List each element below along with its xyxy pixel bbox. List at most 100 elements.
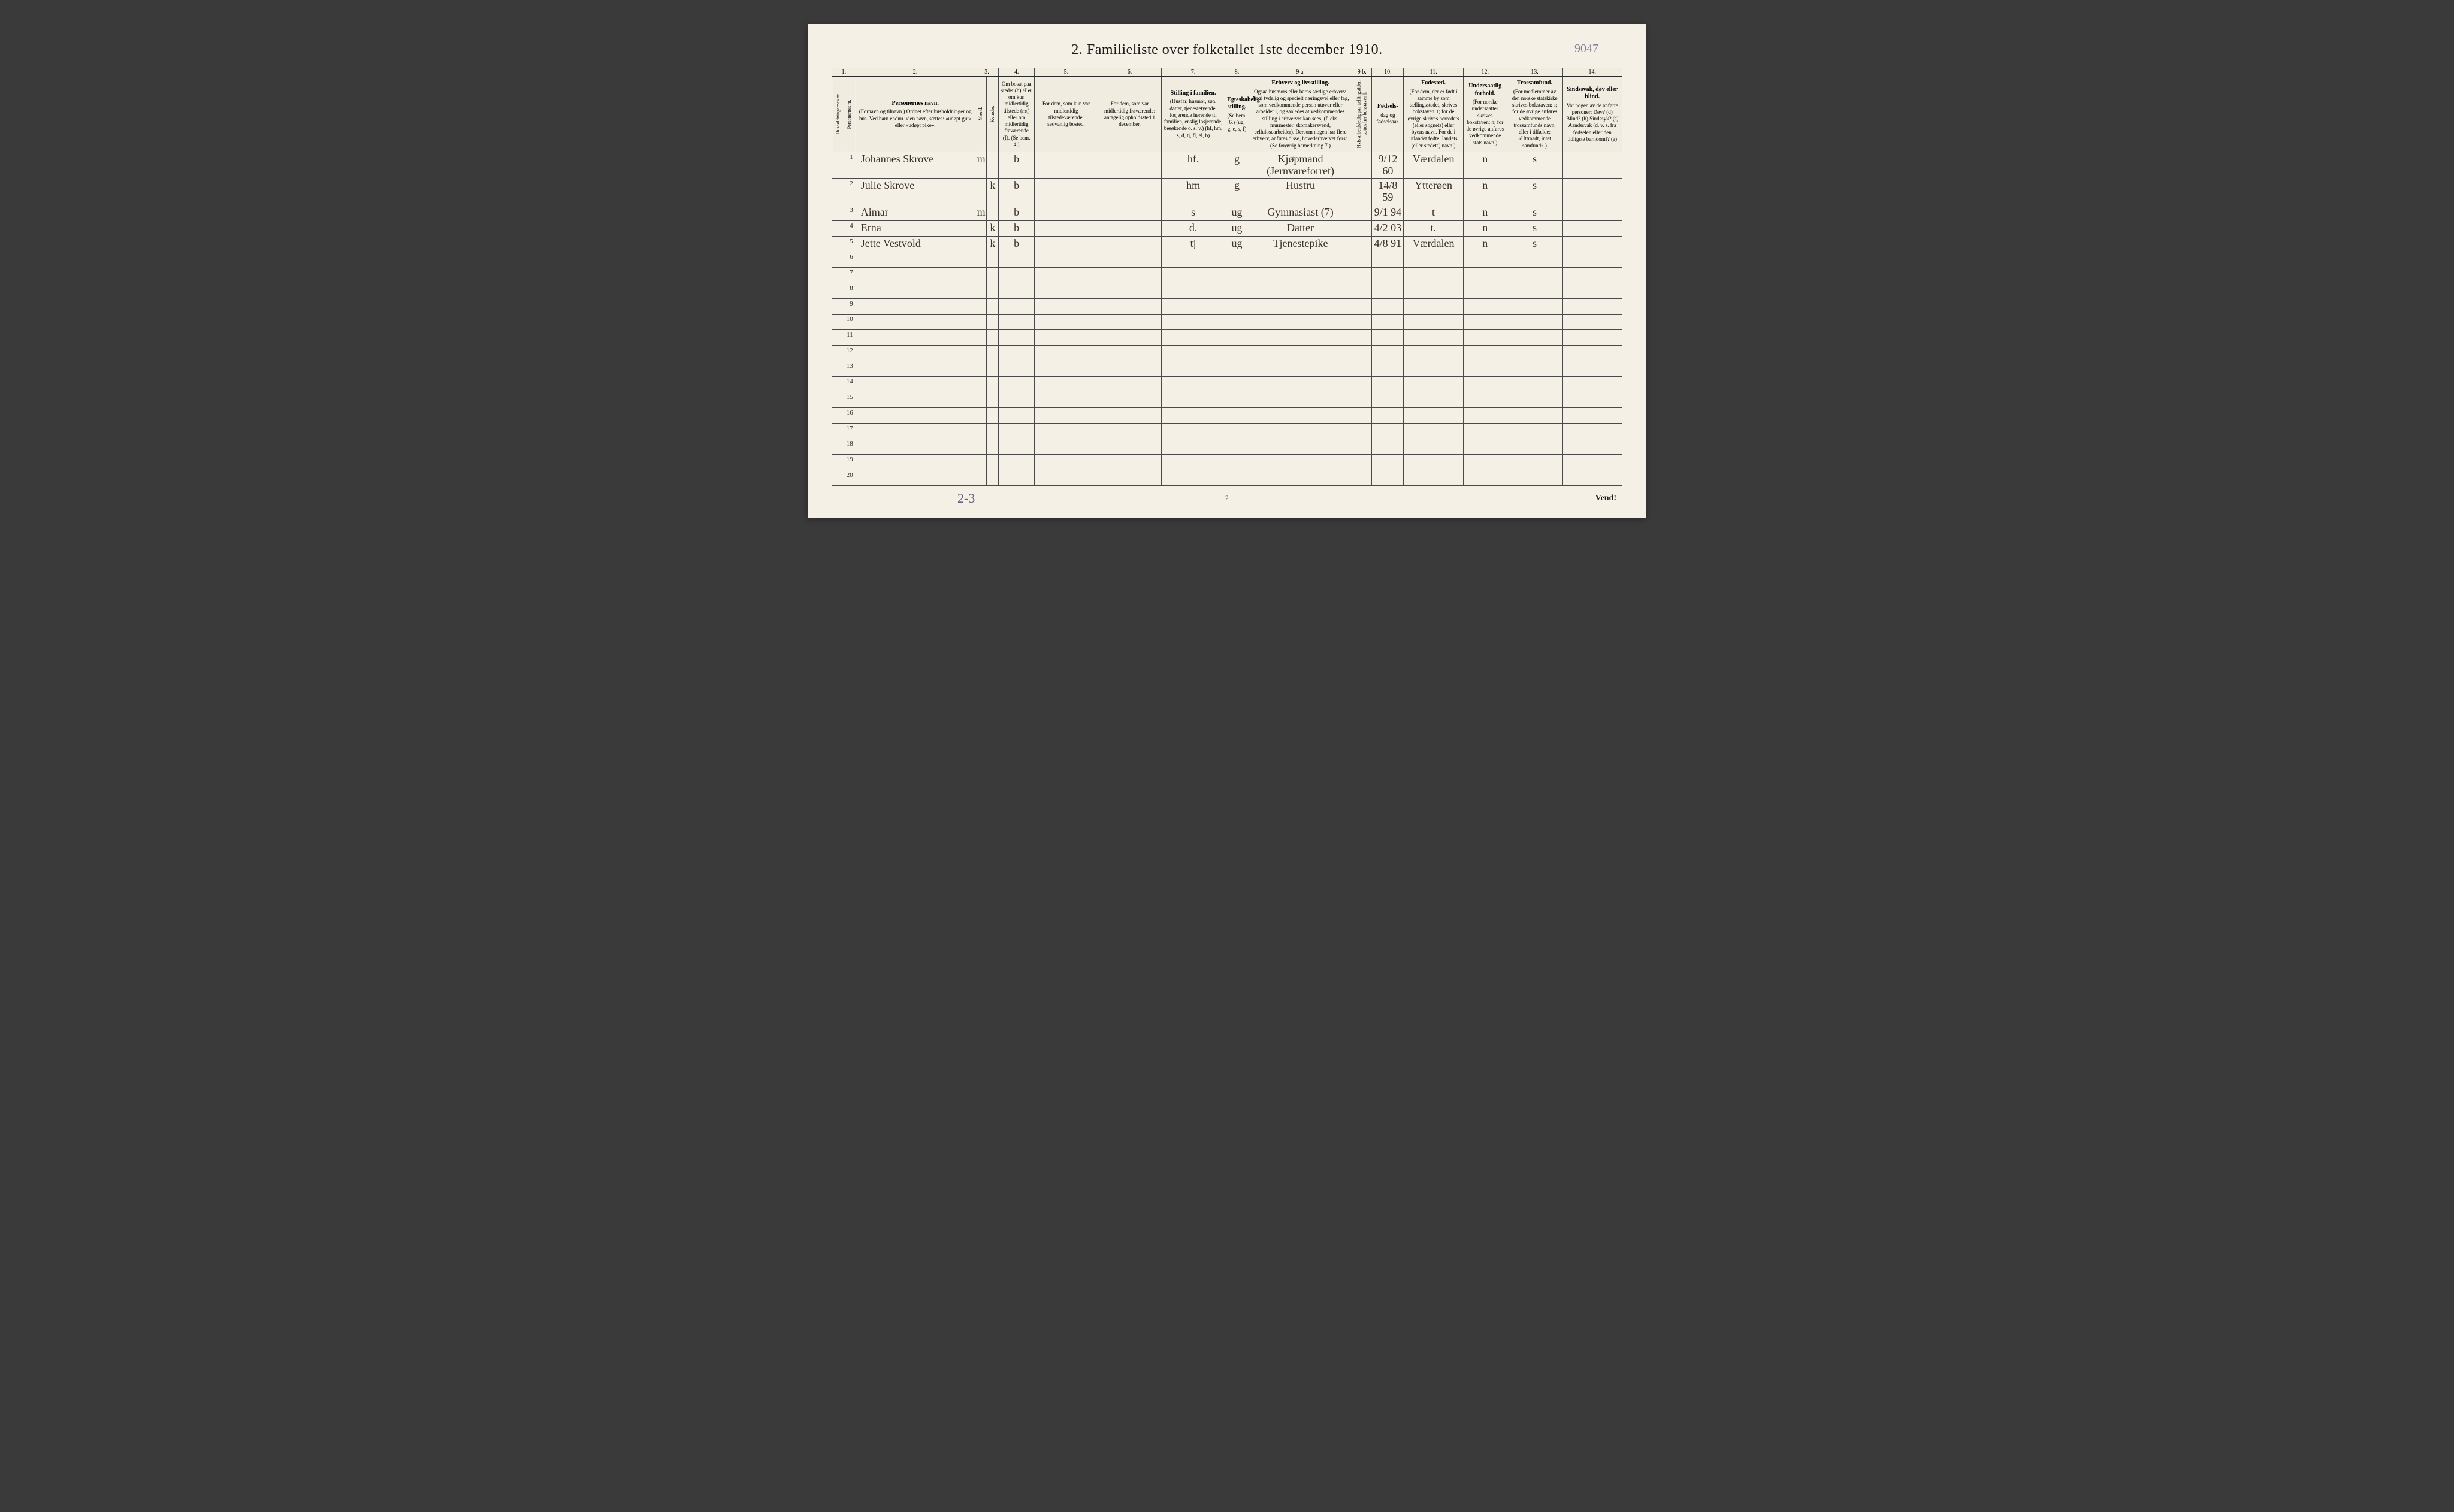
- cell-k: k: [987, 236, 999, 252]
- cell-person-nr: 3: [844, 205, 856, 220]
- cell-empty: [1507, 439, 1563, 454]
- cell-empty: [1463, 361, 1507, 376]
- cell-empty: [1034, 439, 1098, 454]
- cell-empty: [1507, 314, 1563, 329]
- cell-empty: [1463, 454, 1507, 470]
- cell-person-nr: 18: [844, 439, 856, 454]
- cell-person-nr: 14: [844, 376, 856, 392]
- cell-empty: [1225, 423, 1249, 439]
- cell-empty: [975, 298, 987, 314]
- cell-empty: [999, 470, 1035, 485]
- cell-empty: [1352, 329, 1372, 345]
- cell-empty: [856, 283, 975, 298]
- cell-household-nr: [832, 205, 844, 220]
- cell-empty: [1225, 470, 1249, 485]
- header-occ-sub: Ogsaa husmors eller barns særlige erhver…: [1252, 89, 1349, 149]
- cell-empty: [1249, 439, 1352, 454]
- cell-empty: [1563, 267, 1622, 283]
- cell-empty: [1034, 283, 1098, 298]
- cell-empty: [999, 392, 1035, 407]
- footer-pagenum: 2: [1225, 494, 1229, 503]
- cell-k: k: [987, 179, 999, 205]
- cell-empty: [1352, 345, 1372, 361]
- colnum: 9 b.: [1352, 68, 1372, 77]
- cell-person-nr: 4: [844, 220, 856, 236]
- cell-empty: [1352, 423, 1372, 439]
- cell-bdate: 4/2 03: [1372, 220, 1404, 236]
- cell-dis: [1563, 152, 1622, 179]
- cell-empty: [1225, 252, 1249, 267]
- header-dis-title: Sindssvak, døv eller blind.: [1564, 86, 1620, 101]
- cell-nat: n: [1463, 205, 1507, 220]
- cell-empty: [1372, 423, 1404, 439]
- cell-person-nr: 9: [844, 298, 856, 314]
- cell-empty: [1162, 345, 1225, 361]
- cell-bdate: 9/12 60: [1372, 152, 1404, 179]
- cell-empty: [1404, 470, 1463, 485]
- cell-temp: [1034, 152, 1098, 179]
- cell-empty: [1098, 345, 1162, 361]
- cell-empty: [1563, 252, 1622, 267]
- cell-person-nr: 19: [844, 454, 856, 470]
- table-row: 4Ernakbd.ugDatter4/2 03t.ns: [832, 220, 1622, 236]
- cell-empty: [987, 252, 999, 267]
- cell-empty: [1352, 283, 1372, 298]
- cell-empty: [1249, 298, 1352, 314]
- cell-empty: [999, 407, 1035, 423]
- cell-rel: s: [1507, 236, 1563, 252]
- cell-empty: [1563, 361, 1622, 376]
- cell-empty: [987, 267, 999, 283]
- header-name-title: Personernes navn.: [858, 100, 973, 108]
- cell-bdate: 4/8 91: [1372, 236, 1404, 252]
- colnum: 9 a.: [1249, 68, 1352, 77]
- cell-empty: [1098, 423, 1162, 439]
- cell-m: m: [975, 205, 987, 220]
- cell-temp: [1034, 205, 1098, 220]
- header-nat-sub: (For norske undersaatter skrives bokstav…: [1466, 99, 1503, 146]
- cell-empty: [1507, 267, 1563, 283]
- cell-res: b: [999, 179, 1035, 205]
- cell-empty: [1249, 267, 1352, 283]
- cell-empty: [1034, 267, 1098, 283]
- cell-empty: [1249, 392, 1352, 407]
- cell-empty: [1563, 470, 1622, 485]
- header-mar-sub: (Se bem. 6.) (ug, g, e, s, f): [1228, 113, 1247, 132]
- header-nat-title: Undersaatlig forhold.: [1465, 83, 1505, 98]
- colnum: 5.: [1034, 68, 1098, 77]
- cell-res: b: [999, 205, 1035, 220]
- cell-mar: ug: [1225, 220, 1249, 236]
- cell-empty: [1249, 361, 1352, 376]
- table-row: 1Johannes Skrovembhf.gKjøpmand (Jernvare…: [832, 152, 1622, 179]
- header-bdate-title: Fødsels-: [1374, 103, 1401, 111]
- cell-empty: [1404, 376, 1463, 392]
- cell-empty: [1034, 298, 1098, 314]
- cell-empty: [1463, 283, 1507, 298]
- cell-empty: [1098, 252, 1162, 267]
- cell-occ: Tjenestepike: [1249, 236, 1352, 252]
- cell-empty: [1563, 454, 1622, 470]
- cell-person-nr: 11: [844, 329, 856, 345]
- cell-empty: [987, 439, 999, 454]
- footer-annotation: 2-3: [957, 491, 975, 506]
- cell-res: b: [999, 220, 1035, 236]
- cell-empty: [1034, 470, 1098, 485]
- cell-empty: [975, 454, 987, 470]
- cell-empty: [1225, 329, 1249, 345]
- cell-empty: [1098, 314, 1162, 329]
- cell-away: [1098, 179, 1162, 205]
- cell-empty: [1162, 470, 1225, 485]
- cell-empty: [1249, 314, 1352, 329]
- cell-res: b: [999, 236, 1035, 252]
- cell-empty: [1034, 376, 1098, 392]
- cell-nat: n: [1463, 179, 1507, 205]
- cell-empty: [856, 314, 975, 329]
- cell-person-nr: 16: [844, 407, 856, 423]
- cell-empty: [1463, 470, 1507, 485]
- colnum: 2.: [856, 68, 975, 77]
- header-dis-sub: Var nogen av de anførte personer: Døv? (…: [1566, 102, 1618, 142]
- cell-m: [975, 220, 987, 236]
- cell-empty: [1225, 283, 1249, 298]
- cell-person-nr: 13: [844, 361, 856, 376]
- cell-person-nr: 15: [844, 392, 856, 407]
- cell-empty: [1098, 454, 1162, 470]
